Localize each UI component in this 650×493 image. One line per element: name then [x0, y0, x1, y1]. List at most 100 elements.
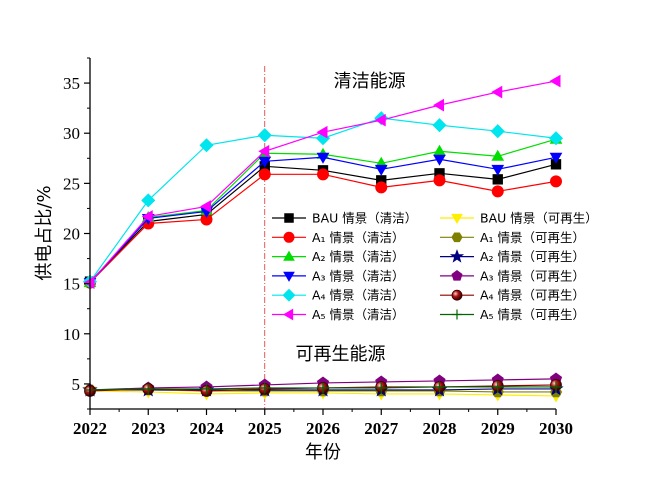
data-point-4-3: [257, 128, 272, 143]
data-point-5-7: [491, 85, 503, 99]
data-point-3-7: [491, 164, 505, 176]
legend-marker-2: [283, 250, 295, 261]
legend-marker-6: [451, 213, 463, 224]
data-point-11-7: [492, 381, 504, 393]
series-11: [84, 381, 562, 396]
data-point-4-2: [199, 138, 214, 153]
y-tick-label-10: 10: [63, 325, 80, 344]
y-tick-label-5: 5: [72, 375, 81, 394]
data-point-2-7: [491, 149, 505, 161]
data-point-11-8: [550, 381, 562, 393]
data-point-5-6: [432, 98, 444, 112]
legend-entry-3: A₃ 情景（清洁）: [272, 268, 405, 283]
legend-entry-1: A₁ 情景（清洁）: [272, 230, 405, 245]
data-point-3-6: [433, 154, 446, 166]
y-tick-label-20: 20: [63, 225, 80, 244]
annotation-1: 可再生能源: [295, 344, 385, 365]
data-point-5-8: [549, 74, 561, 88]
legend-entry-5: A₅ 情景（清洁）: [272, 307, 405, 322]
x-tick-label-2025: 2025: [248, 419, 282, 438]
data-point-4-8: [548, 131, 564, 146]
data-point-1-7: [491, 185, 504, 198]
legend: BAU 情景（清洁） A₁ 情景（清洁） A₂ 情景（清洁） A₃ 情景（清洁） A₄ …: [272, 211, 598, 322]
legend-marker-11: [452, 309, 462, 320]
x-tick-label-2029: 2029: [481, 419, 515, 438]
x-tick-label-2030: 2030: [539, 419, 573, 438]
legend-label-4: A₄ 情景（清洁）: [312, 288, 405, 303]
data-point-3-3: [258, 156, 272, 168]
data-point-5-5: [374, 113, 386, 127]
legend-marker-1: [283, 231, 295, 243]
legend-label-1: A₁ 情景（清洁）: [312, 230, 405, 245]
legend-marker-7: [451, 232, 463, 243]
data-point-3-4: [316, 152, 330, 164]
legend-label-0: BAU 情景（清洁）: [312, 211, 417, 226]
legend-label-6: BAU 情景（可再生）: [480, 211, 598, 226]
data-point-1-6: [433, 174, 446, 187]
legend-entry-11: A₅ 情景（可再生）: [440, 307, 585, 322]
data-point-5-2: [199, 200, 211, 213]
series-line-1: [89, 173, 557, 284]
data-point-4-7: [490, 124, 505, 139]
legend-entry-8: A₂ 情景（可再生）: [440, 249, 585, 264]
legend-label-2: A₂ 情景（清洁）: [312, 249, 405, 264]
legend-label-11: A₅ 情景（可再生）: [480, 307, 585, 322]
legend-entry-7: A₁ 情景（可再生）: [440, 230, 585, 245]
data-point-1-4: [317, 168, 329, 181]
legend-entry-6: BAU 情景（可再生）: [440, 211, 598, 226]
y-tick-label-30: 30: [63, 124, 80, 143]
data-point-0-7: [492, 174, 503, 185]
data-point-4-1: [141, 193, 156, 208]
legend-label-7: A₁ 情景（可再生）: [480, 230, 585, 245]
legend-marker-8: [449, 249, 465, 263]
legend-entry-10: A₄ 情景（可再生）: [440, 288, 585, 303]
legend-marker-5: [282, 308, 294, 321]
x-tick-label-2027: 2027: [364, 419, 399, 438]
data-point-11-5: [375, 382, 387, 394]
data-point-2-6: [433, 144, 446, 156]
data-point-5-0: [83, 276, 95, 289]
data-point-11-3: [259, 382, 271, 394]
legend-marker-3: [283, 271, 295, 282]
x-tick-label-2023: 2023: [131, 419, 165, 438]
x-tick-label-2026: 2026: [306, 419, 340, 438]
x-tick-label-2024: 2024: [190, 419, 225, 438]
data-point-11-2: [201, 383, 212, 395]
legend-marker-10: [451, 289, 463, 301]
annotation-0: 清洁能源: [334, 71, 406, 92]
legend-marker-0: [284, 213, 294, 223]
data-point-11-4: [317, 382, 329, 394]
data-point-3-8: [549, 152, 563, 164]
legend-label-8: A₂ 情景（可再生）: [480, 249, 585, 264]
data-point-11-6: [434, 381, 445, 393]
legend-label-10: A₄ 情景（可再生）: [480, 288, 585, 303]
legend-label-9: A₃ 情景（可再生）: [480, 268, 585, 283]
y-tick-label-35: 35: [63, 74, 80, 93]
data-point-1-5: [375, 181, 388, 194]
legend-entry-2: A₂ 情景（清洁）: [272, 249, 405, 264]
series-layer: [82, 74, 564, 403]
data-point-1-3: [258, 168, 271, 181]
legend-entry-4: A₄ 情景（清洁）: [272, 288, 405, 303]
y-tick-label-25: 25: [63, 174, 80, 193]
legend-label-5: A₅ 情景（清洁）: [312, 307, 405, 322]
data-point-4-6: [432, 118, 447, 133]
x-tick-label-2028: 2028: [423, 419, 457, 438]
x-axis-title: 年份: [305, 442, 341, 463]
y-axis-title: 供电占比/%: [34, 185, 55, 280]
data-point-5-4: [316, 125, 328, 139]
legend-entry-9: A₃ 情景（可再生）: [440, 268, 585, 283]
data-point-1-8: [550, 175, 562, 188]
y-tick-label-15: 15: [63, 275, 80, 294]
legend-label-3: A₃ 情景（清洁）: [312, 268, 405, 283]
series-5: [83, 74, 561, 289]
data-point-11-1: [142, 383, 154, 395]
legend-marker-4: [282, 288, 296, 302]
legend-marker-9: [451, 270, 463, 281]
legend-entry-0: BAU 情景（清洁）: [272, 211, 417, 226]
data-point-5-1: [141, 210, 153, 223]
x-tick-label-2022: 2022: [73, 419, 107, 438]
